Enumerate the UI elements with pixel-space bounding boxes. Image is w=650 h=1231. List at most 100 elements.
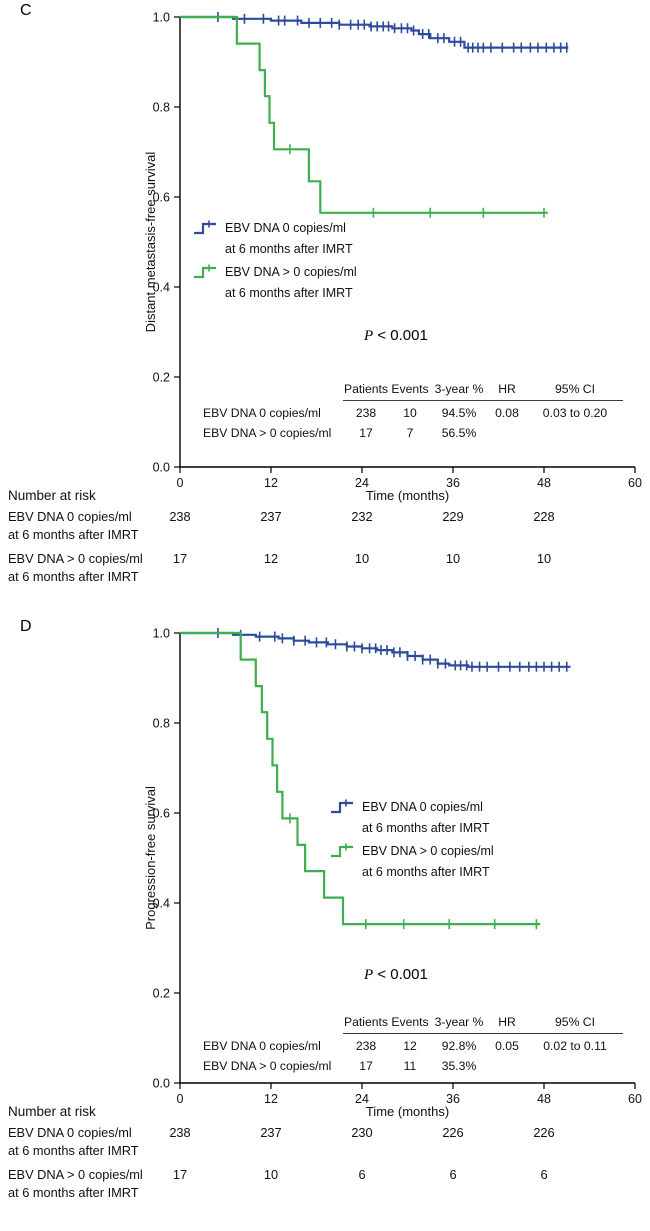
svg-text:36: 36 — [446, 1092, 460, 1106]
stats-cell-events: 7 — [406, 425, 414, 440]
risk-count: 12 — [263, 551, 279, 566]
risk-count: 238 — [169, 1125, 191, 1140]
risk-values-row1: 238 237 232 229 228 — [0, 509, 650, 525]
legend-group1-line1: EBV DNA 0 copies/ml — [225, 220, 346, 235]
stats-cell-hr: 0.05 — [495, 1039, 519, 1054]
risk-count: 228 — [533, 509, 555, 524]
stats-cell-ci: 0.02 to 0.11 — [543, 1039, 607, 1054]
risk-count: 10 — [263, 1167, 279, 1182]
risk-count: 230 — [351, 1125, 373, 1140]
risk-count: 6 — [358, 1167, 366, 1182]
risk-count: 10 — [536, 551, 552, 566]
legend-entry-group2: EBV DNA > 0 copies/ml — [330, 843, 494, 859]
svg-text:0.6: 0.6 — [153, 807, 170, 821]
svg-text:0.8: 0.8 — [153, 101, 170, 115]
risk-count: 237 — [260, 509, 282, 524]
panel-c: 0 12 24 36 48 60 0.0 0.2 0.4 0.6 0.8 1.0 C Distant … — [0, 0, 650, 615]
km-plot-progression-free: 0 12 24 36 48 60 0.0 0.2 0.4 0.6 0.8 1.0 — [153, 627, 642, 1107]
stats-cell-hr — [487, 421, 527, 440]
risk-count: 238 — [169, 509, 191, 524]
svg-text:0.4: 0.4 — [153, 281, 170, 295]
risk-count: 10 — [354, 551, 370, 566]
stats-row-label: EBV DNA 0 copies/ml — [203, 406, 321, 421]
legend-group2-line1: EBV DNA > 0 copies/ml — [225, 265, 357, 280]
stats-header-ci: 95% CI — [527, 1015, 623, 1035]
svg-text:0: 0 — [177, 476, 184, 490]
stats-cell-events: 12 — [403, 1039, 417, 1054]
stats-header-patients: Patients — [343, 1015, 389, 1035]
risk-row2-label: EBV DNA > 0 copies/ml — [8, 551, 143, 566]
legend-group2-line2: at 6 months after IMRT — [225, 286, 353, 301]
p-value: P < 0.001 — [364, 966, 428, 983]
risk-count: 226 — [442, 1125, 464, 1140]
stats-row-label: EBV DNA > 0 copies/ml — [203, 425, 332, 440]
legend-group1-line1: EBV DNA 0 copies/ml — [362, 799, 483, 814]
legend-group2-line1: EBV DNA > 0 copies/ml — [362, 844, 494, 859]
stats-cell-3year: 35.3% — [441, 1058, 477, 1073]
risk-count: 10 — [445, 551, 461, 566]
legend-entry-group1: EBV DNA 0 copies/ml — [330, 799, 494, 815]
svg-text:12: 12 — [264, 476, 278, 490]
x-axis-label: Time (months) — [365, 488, 450, 503]
svg-text:0.0: 0.0 — [153, 1077, 170, 1091]
stats-cell-patients: 238 — [355, 1039, 377, 1054]
svg-text:48: 48 — [537, 1092, 551, 1106]
panel-letter-d: D — [20, 618, 32, 635]
blue-step-icon — [194, 220, 216, 235]
stats-header-blank — [203, 383, 343, 401]
stats-cell-ci — [527, 421, 623, 440]
stats-cell-ci — [527, 1054, 623, 1073]
legend: EBV DNA 0 copies/ml at 6 months after IM… — [193, 220, 357, 309]
risk-count: 232 — [351, 509, 373, 524]
stats-cell-hr: 0.08 — [495, 406, 519, 421]
svg-text:1.0: 1.0 — [153, 627, 170, 641]
km-plot-distant-metastasis: 0 12 24 36 48 60 0.0 0.2 0.4 0.6 0.8 1.0 — [153, 11, 642, 491]
stats-table: Patients Events 3-year % HR 95% CI EBV D… — [203, 382, 623, 440]
stats-header-ci: 95% CI — [527, 382, 623, 402]
panel-d: 0 12 24 36 48 60 0.0 0.2 0.4 0.6 0.8 1.0 D Progress… — [0, 616, 650, 1231]
legend: EBV DNA 0 copies/ml at 6 months after IM… — [330, 799, 494, 888]
risk-row1-label: EBV DNA 0 copies/ml — [8, 1125, 132, 1140]
stats-cell-ci: 0.03 to 0.20 — [542, 406, 608, 421]
svg-text:24: 24 — [355, 476, 369, 490]
stats-header-patients: Patients — [343, 382, 389, 402]
blue-step-icon — [331, 799, 353, 814]
svg-text:0.0: 0.0 — [153, 461, 170, 475]
risk-count: 6 — [449, 1167, 457, 1182]
x-axis-label: Time (months) — [365, 1104, 450, 1119]
green-step-icon — [194, 264, 216, 279]
stats-cell-3year: 56.5% — [441, 425, 477, 440]
number-at-risk-title: Number at risk — [8, 488, 96, 503]
risk-values-row2: 17 10 6 6 6 — [0, 1167, 650, 1183]
risk-row2-sublabel: at 6 months after IMRT — [8, 1185, 139, 1200]
legend-entry-group2: EBV DNA > 0 copies/ml — [193, 264, 357, 280]
panel-letter-c: C — [20, 2, 32, 19]
svg-text:1.0: 1.0 — [153, 11, 170, 25]
risk-count: 6 — [540, 1167, 548, 1182]
svg-text:0: 0 — [177, 1092, 184, 1106]
svg-text:60: 60 — [628, 1092, 642, 1106]
risk-values-row1: 238 237 230 226 226 — [0, 1125, 650, 1141]
stats-row-label: EBV DNA > 0 copies/ml — [203, 1058, 332, 1073]
stats-header-events: Events — [389, 1015, 431, 1035]
y-axis-label: Distant metastasis-free survival — [143, 151, 158, 333]
legend-group1-line2: at 6 months after IMRT — [225, 242, 353, 256]
stats-cell-patients: 238 — [355, 406, 377, 421]
stats-cell-patients: 17 — [359, 1058, 373, 1073]
svg-text:0.8: 0.8 — [153, 717, 170, 731]
svg-text:60: 60 — [628, 476, 642, 490]
risk-count: 17 — [172, 1167, 188, 1182]
svg-text:0.4: 0.4 — [153, 897, 170, 911]
number-at-risk-title: Number at risk — [8, 1104, 96, 1119]
stats-header-3year: 3-year % — [431, 1015, 487, 1035]
svg-text:36: 36 — [446, 476, 460, 490]
legend-group2-line2: at 6 months after IMRT — [362, 865, 490, 880]
risk-row1-sublabel: at 6 months after IMRT — [8, 527, 139, 542]
stats-header-hr: HR — [487, 1015, 527, 1035]
stats-header-hr: HR — [487, 382, 527, 402]
stats-cell-3year: 92.8% — [441, 1039, 477, 1054]
legend-group1-line2: at 6 months after IMRT — [362, 821, 490, 835]
stats-cell-hr — [487, 1054, 527, 1073]
svg-text:0.2: 0.2 — [153, 987, 170, 1001]
